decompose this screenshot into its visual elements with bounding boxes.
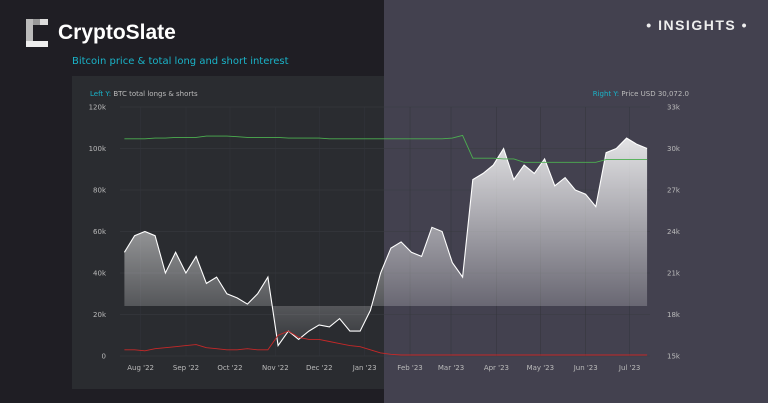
brand-name: CryptoSlate: [58, 21, 176, 44]
left-tick-label: 80k: [93, 187, 107, 195]
right-axis-title: Right Y: Price USD 30,072.0: [593, 90, 689, 98]
longs-shorts-area-series: [123, 137, 648, 348]
left-tick-label: 0: [102, 353, 106, 361]
x-tick-label: Apr '23: [484, 364, 509, 372]
left-tick-label: 20k: [93, 311, 107, 319]
x-tick-label: Nov '22: [262, 364, 289, 372]
x-tick-label: Feb '23: [397, 364, 422, 372]
left-tick-label: 60k: [93, 228, 107, 236]
right-tick-label: 30k: [667, 145, 681, 153]
left-tick-label: 40k: [93, 270, 107, 278]
x-tick-label: Jan '23: [352, 364, 377, 372]
right-tick-label: 15k: [667, 353, 681, 361]
right-tick-label: 27k: [667, 187, 681, 195]
x-tick-label: Jul '23: [618, 364, 641, 372]
insights-badge: • INSIGHTS •: [646, 17, 748, 33]
x-tick-label: Mar '23: [438, 364, 464, 372]
x-tick-label: May '23: [527, 364, 555, 372]
red-series-line: [124, 330, 648, 356]
left-tick-label: 120k: [89, 104, 107, 112]
right-tick-label: 18k: [667, 311, 681, 319]
cryptoslate-logo-icon: [26, 19, 48, 47]
x-tick-label: Sep '22: [173, 364, 199, 372]
x-tick-label: Oct '22: [217, 364, 242, 372]
x-tick-label: Jun '23: [573, 364, 598, 372]
left-tick-label: 100k: [89, 145, 107, 153]
x-tick-label: Aug '22: [127, 364, 154, 372]
right-tick-label: 33k: [667, 104, 681, 112]
right-tick-label: 21k: [667, 270, 681, 278]
green-series-line: [124, 134, 648, 163]
x-tick-label: Dec '22: [306, 364, 333, 372]
area-fill: [124, 138, 648, 346]
left-axis-title: Left Y: BTC total longs & shorts: [90, 90, 198, 98]
chart-title: Bitcoin price & total long and short int…: [72, 56, 289, 67]
right-tick-label: 24k: [667, 228, 681, 236]
